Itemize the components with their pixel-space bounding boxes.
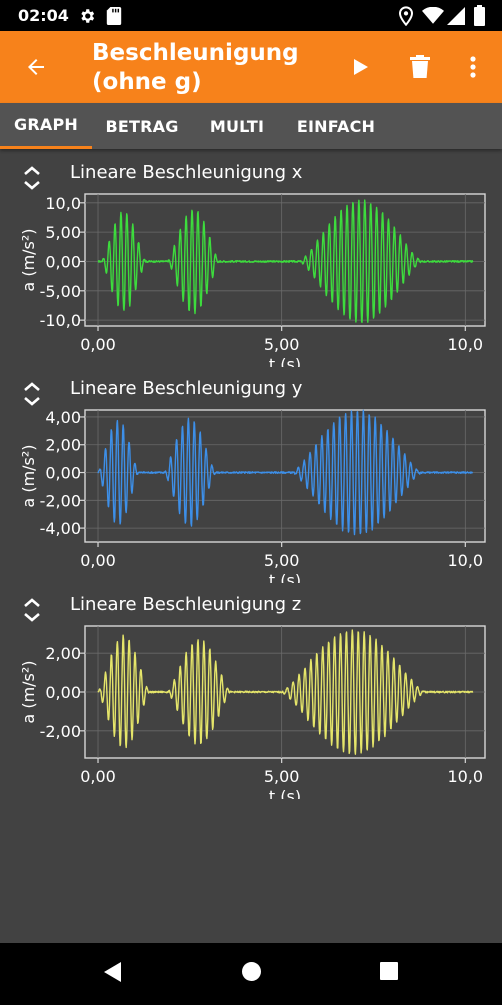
y-tick-label: -2,00: [40, 491, 81, 510]
tab-betrag[interactable]: BETRAG: [94, 103, 190, 149]
y-tick-label: 2,00: [45, 644, 81, 663]
graph-title: Lineare Beschleunigung x: [70, 162, 303, 183]
back-triangle-icon[interactable]: [102, 961, 122, 983]
y-tick-label: 0,00: [45, 683, 81, 702]
x-tick-label: 10,0: [447, 551, 483, 570]
graph-title: Lineare Beschleunigung y: [70, 378, 303, 399]
tab-einfach[interactable]: EINFACH: [284, 103, 388, 149]
play-button[interactable]: [342, 49, 378, 85]
data-series-line: [97, 409, 474, 536]
y-tick-label: -4,00: [40, 519, 81, 538]
tab-betrag-label: BETRAG: [105, 116, 179, 136]
battery-icon: [474, 5, 485, 26]
x-tick-label: 5,00: [264, 767, 300, 786]
status-bar: 02:04: [0, 0, 502, 31]
plot-area[interactable]: 2,00 0,00 -2,00 0,00 5,00 10,0 t (s) a (m/s²): [0, 584, 502, 799]
x-tick-label: 0,00: [80, 335, 116, 354]
graph-acceleration-x[interactable]: Lineare Beschleunigung x 10,0 5,00 0,00 -5,…: [0, 152, 502, 367]
expand-collapse-icon[interactable]: [20, 596, 44, 624]
x-tick-label: 5,00: [264, 335, 300, 354]
home-circle-icon[interactable]: [241, 961, 262, 982]
y-tick-label: 0,00: [45, 464, 81, 483]
y-tick-label: 4,00: [45, 408, 81, 427]
play-icon: [354, 59, 368, 75]
y-tick-label: 2,00: [45, 436, 81, 455]
x-tick-label: 5,00: [264, 551, 300, 570]
signal-icon: [447, 7, 465, 25]
plot-area[interactable]: 10,0 5,00 0,00 -5,00 -10,0 0,00 5,00 10,0 t (s) a…: [0, 152, 502, 367]
x-axis-label: t (s): [269, 355, 301, 367]
y-axis-label: a (m/s²): [19, 228, 38, 291]
page-title-line1: Beschleunigung: [92, 40, 299, 66]
tab-graph-label: GRAPH: [14, 115, 78, 134]
gear-icon: [81, 9, 95, 23]
y-tick-label: 5,00: [45, 223, 81, 242]
y-tick-label: 0,00: [45, 252, 81, 271]
app-bar: Beschleunigung (ohne g): [0, 31, 502, 103]
page-title: Beschleunigung (ohne g): [92, 39, 352, 97]
x-axis-label: t (s): [269, 787, 301, 799]
y-tick-label: 10,0: [45, 194, 81, 213]
y-axis-label: a (m/s²): [19, 660, 38, 723]
recents-square-icon[interactable]: [379, 961, 399, 981]
delete-icon: [410, 55, 430, 78]
plot-frame: [84, 193, 486, 327]
expand-collapse-icon[interactable]: [20, 164, 44, 192]
more-options-button[interactable]: [458, 49, 488, 85]
data-series-line: [97, 629, 474, 755]
sd-card-icon: [106, 7, 122, 25]
y-axis-label: a (m/s²): [19, 444, 38, 507]
graph-title: Lineare Beschleunigung z: [70, 594, 302, 615]
wifi-icon: [422, 7, 444, 24]
x-tick-label: 0,00: [80, 767, 116, 786]
arrow-back-icon: [28, 59, 44, 75]
delete-button[interactable]: [402, 49, 438, 85]
tab-bar: GRAPH BETRAG MULTI EINFACH: [0, 103, 502, 149]
x-axis-label: t (s): [269, 571, 301, 583]
y-tick-label: -2,00: [40, 722, 81, 741]
tab-graph[interactable]: GRAPH: [0, 103, 92, 149]
graph-acceleration-z[interactable]: Lineare Beschleunigung z 2,00 0,00 -2,00 0,…: [0, 584, 502, 799]
tab-einfach-label: EINFACH: [296, 116, 376, 136]
x-tick-label: 10,0: [447, 767, 483, 786]
tab-multi[interactable]: MULTI: [196, 103, 278, 149]
page-title-line2: (ohne g): [92, 69, 202, 95]
plot-frame: [84, 409, 486, 543]
location-icon: [398, 6, 414, 26]
more-vert-icon: [470, 56, 476, 78]
graph-acceleration-y[interactable]: Lineare Beschleunigung y 4,00 2,00 0,00 -2,…: [0, 368, 502, 583]
plot-area[interactable]: 4,00 2,00 0,00 -2,00 -4,00 0,00 5,00 10,0 t (s) a…: [0, 368, 502, 583]
navigation-bar: [0, 943, 502, 1005]
y-tick-label: -5,00: [40, 282, 81, 301]
tab-multi-label: MULTI: [209, 116, 265, 136]
expand-collapse-icon[interactable]: [20, 380, 44, 408]
x-tick-label: 0,00: [80, 551, 116, 570]
status-time: 02:04: [18, 6, 69, 25]
y-tick-label: -10,0: [40, 311, 81, 330]
data-series-line: [97, 199, 474, 324]
back-button[interactable]: [18, 51, 54, 83]
x-tick-label: 10,0: [447, 335, 483, 354]
